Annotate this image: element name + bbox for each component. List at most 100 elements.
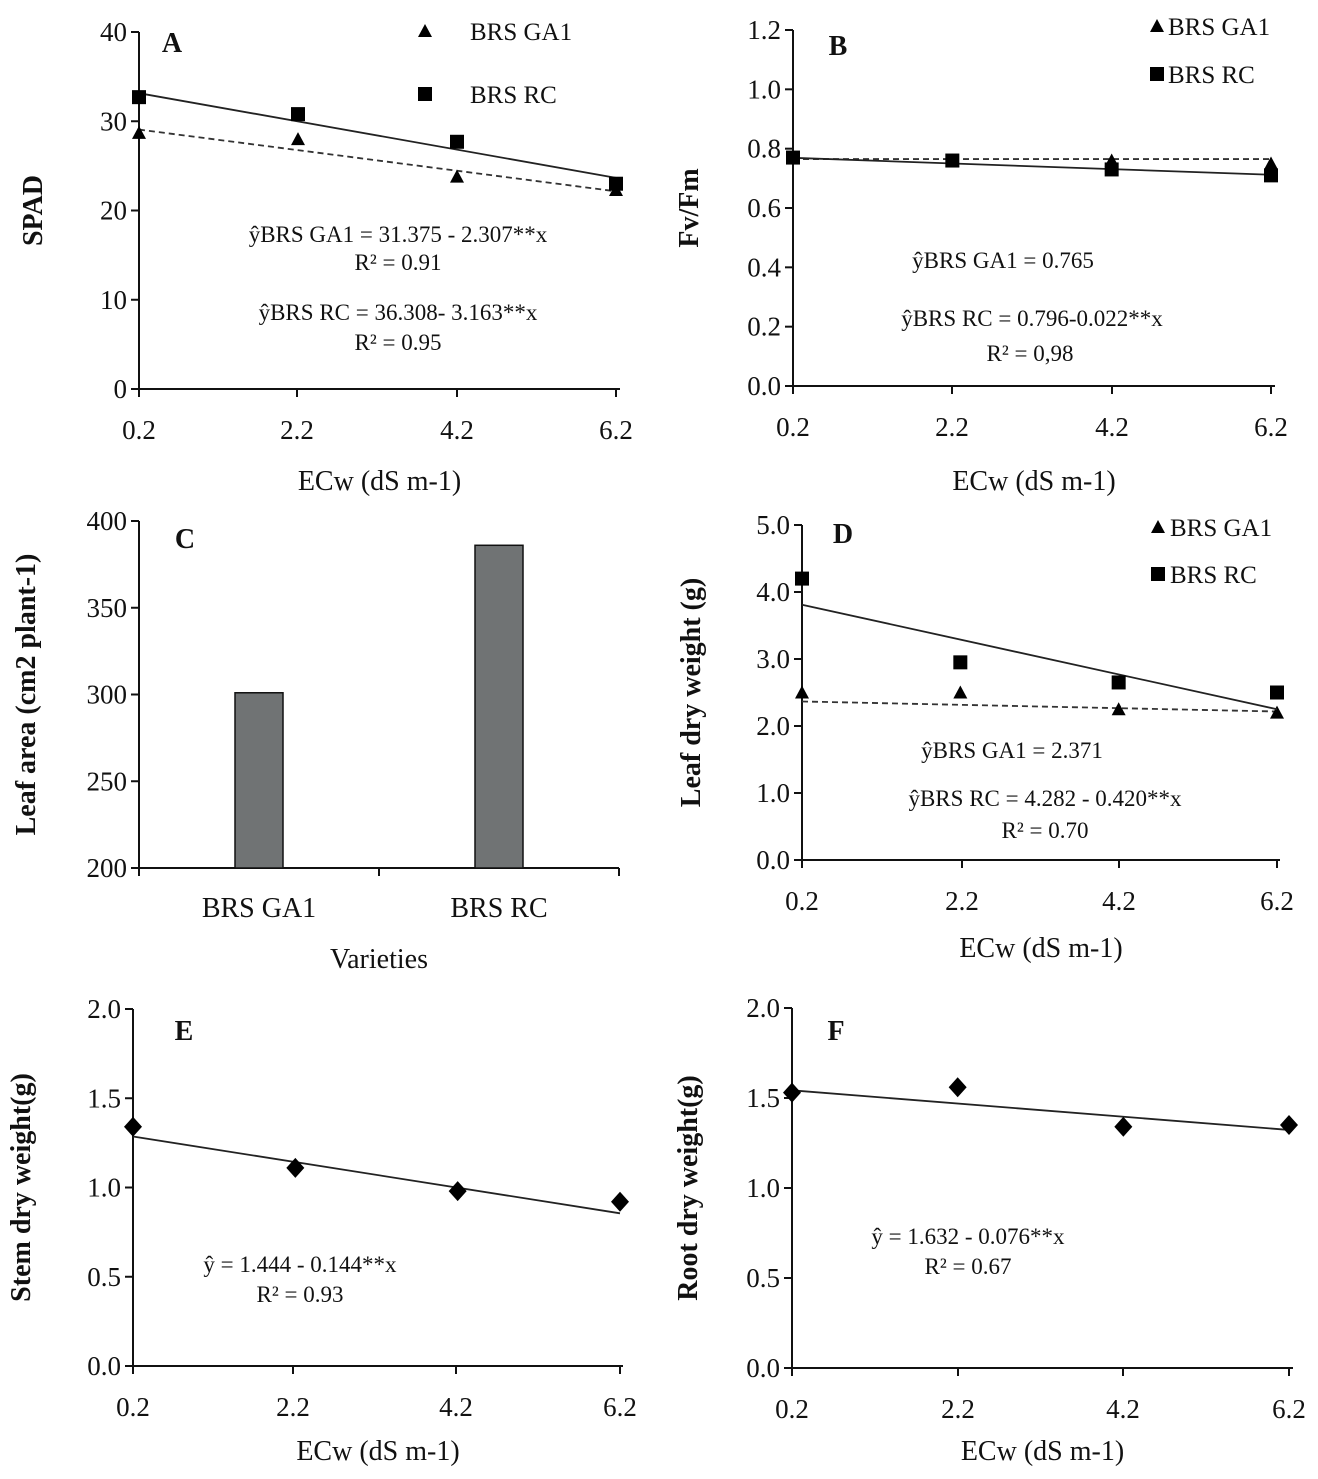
panel-label: F bbox=[827, 1016, 844, 1047]
data-point bbox=[286, 1157, 305, 1178]
trend-line-brs-ga1 bbox=[138, 128, 617, 193]
legend-label: BRS RC bbox=[1170, 562, 1257, 589]
panel-label: D bbox=[833, 519, 853, 550]
x-tick-label: 2.2 bbox=[935, 412, 969, 442]
y-axis-title: Stem dry weight(g) bbox=[6, 1073, 37, 1302]
data-point bbox=[1104, 162, 1119, 177]
panel-label: E bbox=[175, 1016, 194, 1047]
trend-line-root-dry-weight bbox=[791, 1089, 1290, 1131]
y-tick-label: 1.0 bbox=[87, 1173, 121, 1203]
panel-E: 0.0 0.5 1.0 1.5 2.0 E Stem dry weight(g) ECw (d… bbox=[6, 994, 637, 1467]
y-tick-label: 0.8 bbox=[747, 134, 781, 164]
data-point bbox=[1264, 168, 1278, 183]
legend-marker bbox=[418, 24, 432, 37]
y-tick-label: 0.0 bbox=[756, 845, 790, 875]
legend-label: BRS GA1 bbox=[1170, 515, 1272, 542]
data-point bbox=[795, 571, 809, 586]
x-tick-label: 0.2 bbox=[785, 886, 819, 916]
y-tick-label: 0.0 bbox=[747, 371, 781, 401]
annotation: ŷBRS RC = 0.796-0.022**x bbox=[901, 306, 1163, 331]
x-tick-label: 2.2 bbox=[941, 1394, 975, 1424]
x-tick-label: 6.2 bbox=[1272, 1394, 1306, 1424]
bar bbox=[234, 692, 284, 869]
y-tick-label: 2.0 bbox=[756, 711, 790, 741]
y-tick-label: 20 bbox=[100, 196, 127, 226]
y-axis-title: Root dry weight(g) bbox=[673, 1075, 704, 1301]
y-axis-title: Fv/Fm bbox=[674, 168, 705, 247]
data-point bbox=[124, 1116, 142, 1137]
x-tick-label: 4.2 bbox=[1095, 412, 1129, 442]
legend-marker bbox=[1151, 520, 1165, 533]
data-point bbox=[291, 132, 305, 146]
x-tick-label: 6.2 bbox=[1260, 886, 1294, 916]
panel-C: 200 250 300 350 400 C Leaf area (cm2 plant-1) V… bbox=[11, 506, 620, 975]
x-tick-label: 2.2 bbox=[945, 886, 979, 916]
y-tick-label: 200 bbox=[87, 853, 128, 883]
data-point bbox=[948, 1077, 967, 1098]
x-tick-label: 4.2 bbox=[1106, 1394, 1140, 1424]
data-point bbox=[132, 125, 146, 139]
y-tick-label: 3.0 bbox=[756, 644, 790, 674]
annotation: ŷBRS GA1 = 31.375 - 2.307**x bbox=[249, 222, 548, 247]
data-point bbox=[953, 685, 968, 699]
legend-marker bbox=[1150, 19, 1164, 32]
y-axis-title: SPAD bbox=[18, 175, 49, 246]
annotation: R² = 0.67 bbox=[925, 1254, 1012, 1279]
data-point bbox=[786, 150, 800, 165]
data-point bbox=[611, 1191, 629, 1212]
y-axis-title: Leaf area (cm2 plant-1) bbox=[11, 554, 42, 836]
x-tick-label: 4.2 bbox=[440, 415, 474, 445]
trend-line-brs-rc bbox=[138, 92, 617, 179]
legend-label: BRS GA1 bbox=[1168, 14, 1270, 41]
data-point bbox=[1114, 1116, 1133, 1137]
panel-label: C bbox=[175, 524, 195, 555]
y-tick-label: 2.0 bbox=[746, 993, 780, 1023]
bar bbox=[474, 544, 524, 869]
y-tick-label: 0 bbox=[114, 374, 128, 404]
data-point bbox=[448, 1181, 467, 1202]
y-tick-label: 30 bbox=[100, 106, 127, 136]
x-tick-label: 0.2 bbox=[116, 1392, 150, 1422]
y-tick-label: 10 bbox=[100, 285, 127, 315]
data-point bbox=[291, 107, 305, 122]
x-tick-label: 6.2 bbox=[1254, 412, 1288, 442]
panel-B: 0.0 0.2 0.4 0.6 0.8 1.0 1.2 B Fv/Fm ECw (dS m-1) 0… bbox=[674, 14, 1288, 497]
data-point bbox=[609, 176, 623, 191]
y-tick-label: 0.5 bbox=[746, 1263, 780, 1293]
y-tick-label: 1.2 bbox=[747, 15, 781, 45]
panel-A: 0 10 20 30 40 A SPAD ECw (dS m-1) 0.2 2.2 4.2 6.2 BR… bbox=[18, 17, 633, 497]
legend-marker bbox=[418, 87, 432, 101]
x-axis-title: ECw (dS m-1) bbox=[959, 933, 1122, 964]
y-tick-label: 0.6 bbox=[747, 193, 781, 223]
x-tick-label: 0.2 bbox=[776, 412, 810, 442]
data-point bbox=[1264, 156, 1278, 170]
data-point bbox=[450, 134, 464, 149]
data-point bbox=[783, 1082, 801, 1103]
panel-F: 0.0 0.5 1.0 1.5 2.0 F Root dry weight(g) ECw (d… bbox=[673, 993, 1306, 1467]
y-tick-label: 1.0 bbox=[746, 1173, 780, 1203]
x-tick-label: 2.2 bbox=[276, 1392, 310, 1422]
annotation: R² = 0.95 bbox=[355, 330, 442, 355]
annotation: R² = 0,98 bbox=[987, 341, 1074, 366]
y-tick-label: 1.5 bbox=[746, 1083, 780, 1113]
y-tick-label: 1.0 bbox=[747, 74, 781, 104]
annotation: ŷBRS GA1 = 2.371 bbox=[921, 738, 1103, 763]
data-point bbox=[795, 685, 809, 699]
legend-label: BRS GA1 bbox=[470, 19, 572, 46]
y-tick-label: 250 bbox=[87, 766, 128, 796]
x-axis-title: ECw (dS m-1) bbox=[952, 466, 1115, 497]
x-tick-label: BRS GA1 bbox=[202, 893, 316, 924]
y-tick-label: 4.0 bbox=[756, 577, 790, 607]
trend-line-brs-rc bbox=[792, 156, 1272, 176]
panel-D: 0.0 1.0 2.0 3.0 4.0 5.0 D Leaf dry weight (g) EC… bbox=[676, 510, 1294, 964]
x-tick-label: 0.2 bbox=[122, 415, 156, 445]
y-tick-label: 400 bbox=[87, 506, 128, 536]
annotation: ŷ = 1.632 - 0.076**x bbox=[871, 1224, 1065, 1249]
x-tick-label: 4.2 bbox=[1102, 886, 1136, 916]
data-point bbox=[132, 90, 146, 105]
x-tick-label: 2.2 bbox=[280, 415, 314, 445]
trend-line-brs-rc bbox=[801, 603, 1278, 711]
y-tick-label: 0.4 bbox=[747, 252, 781, 282]
x-axis-title: Varieties bbox=[330, 944, 428, 975]
